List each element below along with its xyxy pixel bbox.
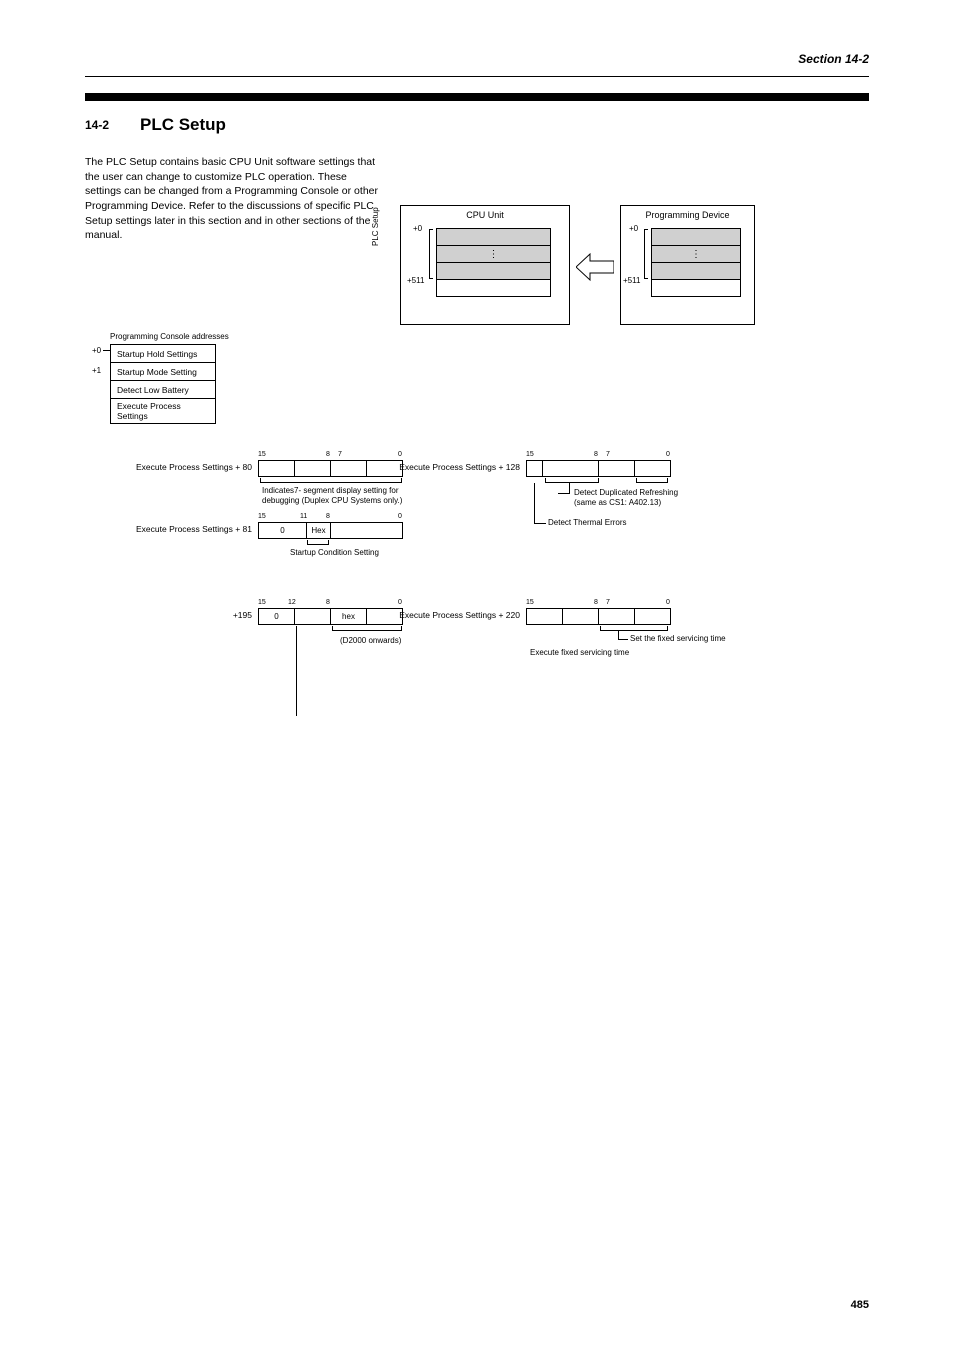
connector-line — [296, 626, 297, 716]
cpu-unit-table: ⋮ — [436, 228, 551, 297]
brace-icon — [260, 478, 402, 483]
header-rule-thick — [85, 93, 869, 101]
brace-icon — [636, 478, 668, 483]
bit-label: 0 — [666, 451, 670, 458]
programming-device-title: Programming Device — [621, 210, 754, 220]
table-row: Startup Hold Settings — [111, 345, 216, 363]
addr-label: +0 — [629, 224, 638, 233]
cpu-unit-title: CPU Unit — [401, 210, 569, 220]
connector-line — [569, 483, 570, 493]
word-220-note: Set the fixed servicing time — [630, 634, 750, 644]
word-81-note: Startup Condition Setting — [290, 548, 430, 558]
programming-device-table: ⋮ — [651, 228, 741, 297]
bit-label: 8 — [326, 451, 330, 458]
word-195-label: +195 — [112, 610, 252, 620]
table-row: Detect Low Battery — [111, 381, 216, 399]
bit-label: 15 — [258, 451, 266, 458]
table-row: Startup Mode Setting — [111, 363, 216, 381]
cpu-unit-panel: CPU Unit ⋮ +0 +511 PLC Setup — [400, 205, 570, 325]
header-section: Section 14-2 — [798, 52, 869, 66]
programming-device-panel: Programming Device ⋮ +0 +511 — [620, 205, 755, 325]
addr-header-label: Programming Console addresses — [110, 332, 229, 341]
bit-label: 0 — [666, 599, 670, 606]
addr-label: +1 — [92, 366, 101, 375]
bit-label: 7 — [606, 451, 610, 458]
addr-label: +511 — [407, 276, 424, 285]
connector-line — [558, 493, 570, 494]
brace-icon — [644, 229, 648, 279]
bit-label: 8 — [594, 599, 598, 606]
connector-line — [103, 350, 110, 351]
word-220-note: Execute fixed servicing time — [530, 648, 670, 658]
connector-line — [618, 631, 619, 639]
word-81-box: 0 Hex — [258, 522, 403, 539]
connector-line — [534, 523, 546, 524]
description-paragraph: The PLC Setup contains basic CPU Unit so… — [85, 155, 385, 243]
brace-icon — [332, 626, 402, 631]
addr-label: +0 — [413, 224, 422, 233]
bit-label: 7 — [606, 599, 610, 606]
word-128-note: Detect Thermal Errors — [548, 518, 688, 528]
section-number: 14-2 — [85, 118, 109, 132]
connector-line — [534, 483, 535, 523]
brace-icon — [600, 626, 668, 631]
bit-label: 0 — [398, 599, 402, 606]
config-list-table: Startup Hold Settings Startup Mode Setti… — [110, 344, 216, 424]
word-128-label: Execute Process Settings + 128 — [380, 462, 520, 472]
bit-label: 8 — [594, 451, 598, 458]
word-128-note: Detect Duplicated Refreshing (same as CS… — [574, 488, 694, 508]
brace-icon — [429, 229, 433, 279]
cell — [331, 523, 403, 539]
brace-icon — [545, 478, 599, 483]
bit-label: 15 — [526, 451, 534, 458]
bit-label: 15 — [258, 513, 266, 520]
brace-icon — [307, 540, 329, 545]
cell: 0 — [259, 523, 307, 539]
word-80-label: Execute Process Settings + 80 — [112, 462, 252, 472]
bit-label: 8 — [326, 513, 330, 520]
table-row: Execute Process Settings — [111, 399, 216, 424]
cell: 0 — [259, 609, 295, 625]
word-195-note: (D2000 onwards) — [340, 636, 440, 646]
header-rule-thin — [85, 76, 869, 77]
section-title: PLC Setup — [140, 115, 226, 135]
word-128-box — [526, 460, 671, 477]
word-220-label: Execute Process Settings + 220 — [380, 610, 520, 620]
addr-label: +511 — [623, 276, 640, 285]
connector-line — [618, 639, 628, 640]
cell: Hex — [307, 523, 331, 539]
bit-label: 7 — [338, 451, 342, 458]
word-220-box — [526, 608, 671, 625]
word-81-label: Execute Process Settings + 81 — [112, 524, 252, 534]
bit-label: 0 — [398, 513, 402, 520]
cell: hex — [331, 609, 367, 625]
bit-label: 15 — [526, 599, 534, 606]
arrow-left-icon — [576, 252, 614, 282]
bit-label: 0 — [398, 451, 402, 458]
addr-label: +0 — [92, 346, 101, 355]
cell — [295, 609, 331, 625]
page-number: 485 — [851, 1299, 869, 1311]
word-80-note: Indicates7- segment display setting for … — [262, 486, 422, 506]
bit-label: 8 — [326, 599, 330, 606]
bit-label: 15 — [258, 599, 266, 606]
bit-label: 12 — [288, 599, 296, 606]
bit-label: 11 — [300, 513, 307, 520]
plc-setup-label: PLC Setup — [371, 186, 380, 246]
